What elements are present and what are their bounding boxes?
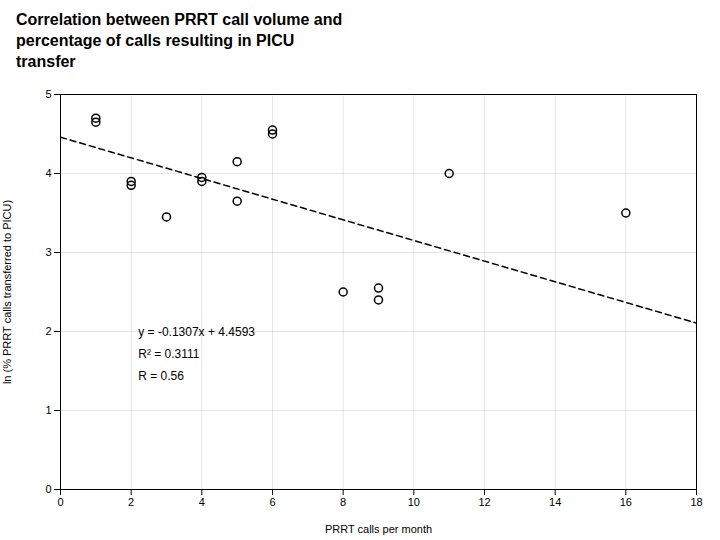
- svg-text:18: 18: [690, 497, 702, 509]
- svg-text:y = -0.1307x + 4.4593: y = -0.1307x + 4.4593: [138, 325, 255, 339]
- svg-text:R² = 0.3111: R² = 0.3111: [138, 348, 200, 362]
- svg-text:3: 3: [45, 246, 51, 258]
- svg-text:2: 2: [45, 325, 51, 337]
- svg-text:16: 16: [620, 497, 632, 509]
- svg-text:5: 5: [45, 88, 51, 100]
- svg-text:14: 14: [549, 497, 561, 509]
- svg-text:4: 4: [199, 497, 205, 509]
- svg-text:1: 1: [45, 404, 51, 416]
- svg-text:8: 8: [340, 497, 346, 509]
- svg-text:10: 10: [408, 497, 420, 509]
- html-text:Correlation between PRRT call: Correlation between PRRT call volume and…: [16, 11, 343, 70]
- svg-text:0: 0: [57, 497, 63, 509]
- svg-text:12: 12: [478, 497, 490, 509]
- svg-text:R = 0.56: R = 0.56: [138, 370, 184, 384]
- svg-text:6: 6: [269, 497, 275, 509]
- svg-text:ln (% PRRT calls transferred t: ln (% PRRT calls transferred to PICU): [1, 200, 13, 384]
- svg-text:0: 0: [45, 483, 51, 495]
- svg-text:PRRT calls per month: PRRT calls per month: [325, 523, 432, 535]
- svg-text:4: 4: [45, 167, 51, 179]
- svg-text:2: 2: [128, 497, 134, 509]
